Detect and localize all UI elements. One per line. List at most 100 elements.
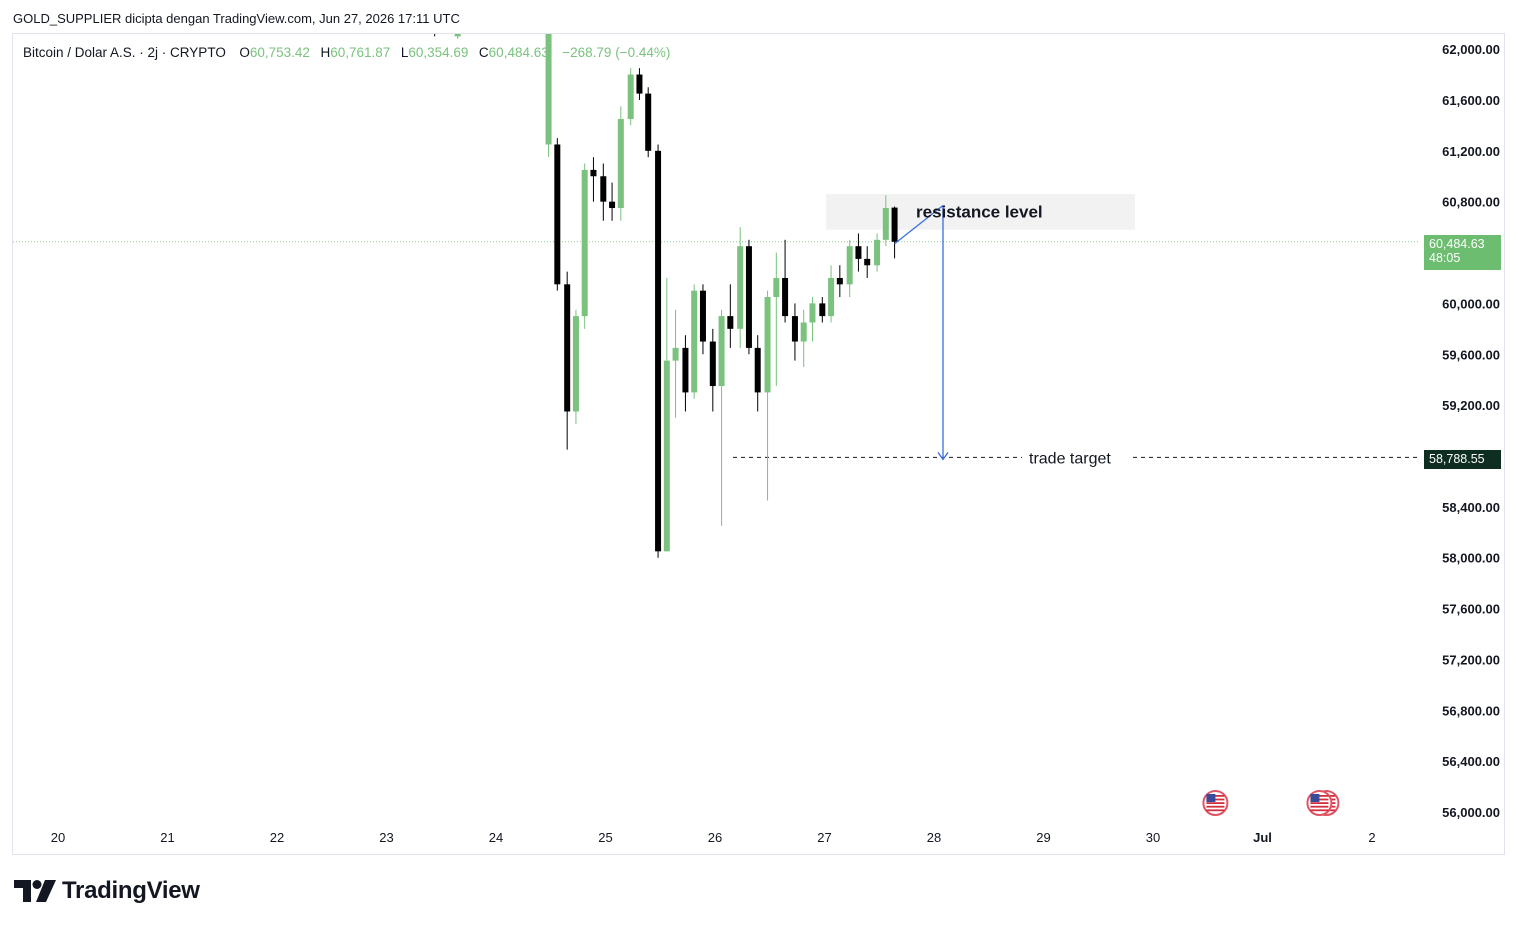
y-tick-label: 57,200.00	[1442, 652, 1500, 667]
resistance-level-label: resistance level	[916, 202, 1043, 221]
candle-body	[636, 74, 643, 94]
y-tick-label: 56,400.00	[1442, 754, 1500, 769]
candle	[645, 87, 652, 158]
x-tick-label: 28	[927, 830, 941, 845]
flag-stripe	[1206, 805, 1225, 808]
candle	[609, 182, 616, 221]
candle	[764, 290, 771, 501]
candle	[672, 309, 679, 418]
candle	[581, 163, 588, 329]
candle-body	[855, 246, 862, 259]
open-value: 60,753.42	[249, 45, 310, 60]
target-price-tag: 58,788.55	[1424, 450, 1501, 469]
candle	[691, 284, 698, 399]
candle	[699, 284, 706, 355]
candle-body	[572, 316, 579, 412]
candle	[882, 195, 889, 247]
candle-body	[727, 316, 734, 329]
y-tick-label: 56,000.00	[1442, 805, 1500, 820]
candle-body	[800, 322, 807, 342]
y-tick-label: 61,600.00	[1442, 93, 1500, 108]
x-tick-label: 27	[817, 830, 831, 845]
bar-countdown: 48:05	[1429, 251, 1461, 265]
x-tick-label: 24	[489, 830, 503, 845]
candle-body	[590, 169, 597, 177]
y-tick-label: 59,200.00	[1442, 398, 1500, 413]
candle	[627, 68, 634, 126]
trade-target-label-bg	[1022, 447, 1132, 468]
candle-body	[682, 347, 689, 393]
candle	[846, 239, 853, 298]
candle	[454, 34, 461, 39]
candle	[800, 309, 807, 367]
candle	[791, 303, 798, 361]
candle-body	[764, 297, 771, 393]
projection-arrow-diagonal	[894, 204, 944, 245]
candle-body	[874, 239, 881, 266]
current-price-value: 60,484.63	[1429, 237, 1485, 251]
candle-body	[600, 176, 607, 202]
tradingview-logo[interactable]: TradingView	[14, 877, 200, 905]
event-flag-icon[interactable]	[1306, 790, 1333, 816]
flag-stripe	[1310, 805, 1329, 808]
candle	[819, 297, 826, 323]
tradingview-logo-text: TradingView	[62, 877, 200, 904]
candle	[663, 277, 670, 552]
candle-body	[754, 347, 761, 393]
current-price-tag: 60,484.63 48:05	[1424, 235, 1501, 270]
x-tick-label: 26	[708, 830, 722, 845]
x-tick-label: 2	[1368, 830, 1375, 845]
candle	[782, 239, 789, 323]
y-tick-label: 60,000.00	[1442, 296, 1500, 311]
y-tick-label: 60,800.00	[1442, 195, 1500, 210]
flag-stripe	[1206, 802, 1225, 804]
candle-body	[627, 74, 634, 120]
x-tick-label: 21	[160, 830, 174, 845]
candle-body	[581, 169, 588, 317]
tradingview-logo-icon	[14, 880, 56, 902]
candle	[422, 0, 428, 33]
candle-body	[737, 246, 744, 329]
candle-body	[791, 316, 798, 342]
candle	[718, 309, 725, 526]
candle-body	[699, 290, 706, 342]
candle-body	[564, 284, 571, 412]
ohlc-legend: Bitcoin / Dolar A.S. · 2j · CRYPTO O60,7…	[23, 45, 670, 60]
candle	[745, 239, 752, 355]
candle-body	[782, 277, 789, 317]
candle-body	[819, 303, 826, 317]
candle	[864, 246, 871, 278]
y-tick-label: 58,400.00	[1442, 500, 1500, 515]
candle-body	[745, 246, 752, 348]
candle-body	[891, 207, 898, 242]
candle-body	[773, 277, 780, 298]
candle	[773, 252, 780, 387]
chart-frame	[12, 33, 1505, 855]
candle	[442, 11, 448, 34]
candle	[828, 265, 835, 323]
candle-body	[422, 11, 428, 30]
candle-body	[882, 208, 889, 240]
x-tick-label: Jul	[1253, 830, 1272, 845]
candle	[545, 34, 552, 158]
x-tick-label: 30	[1146, 830, 1160, 845]
resistance-zone	[826, 194, 1135, 230]
candle-body	[864, 258, 871, 266]
candle-body	[554, 144, 561, 285]
candle	[655, 144, 662, 558]
flag-canton	[1206, 794, 1216, 802]
x-tick-label: 20	[51, 830, 65, 845]
candle	[434, 34, 436, 37]
target-price-value: 58,788.55	[1429, 452, 1485, 466]
low-label: L	[400, 45, 409, 60]
event-flag-icon[interactable]	[1202, 790, 1229, 816]
trade-target-label: trade target	[1029, 450, 1111, 467]
symbol-label[interactable]: Bitcoin / Dolar A.S. · 2j · CRYPTO	[23, 45, 226, 60]
candle-body	[709, 341, 716, 387]
y-tick-label: 58,000.00	[1442, 551, 1500, 566]
candle-body	[617, 119, 624, 209]
projection-arrow-head	[937, 452, 949, 461]
candle	[636, 68, 643, 100]
low-value: 60,354.69	[408, 45, 469, 60]
